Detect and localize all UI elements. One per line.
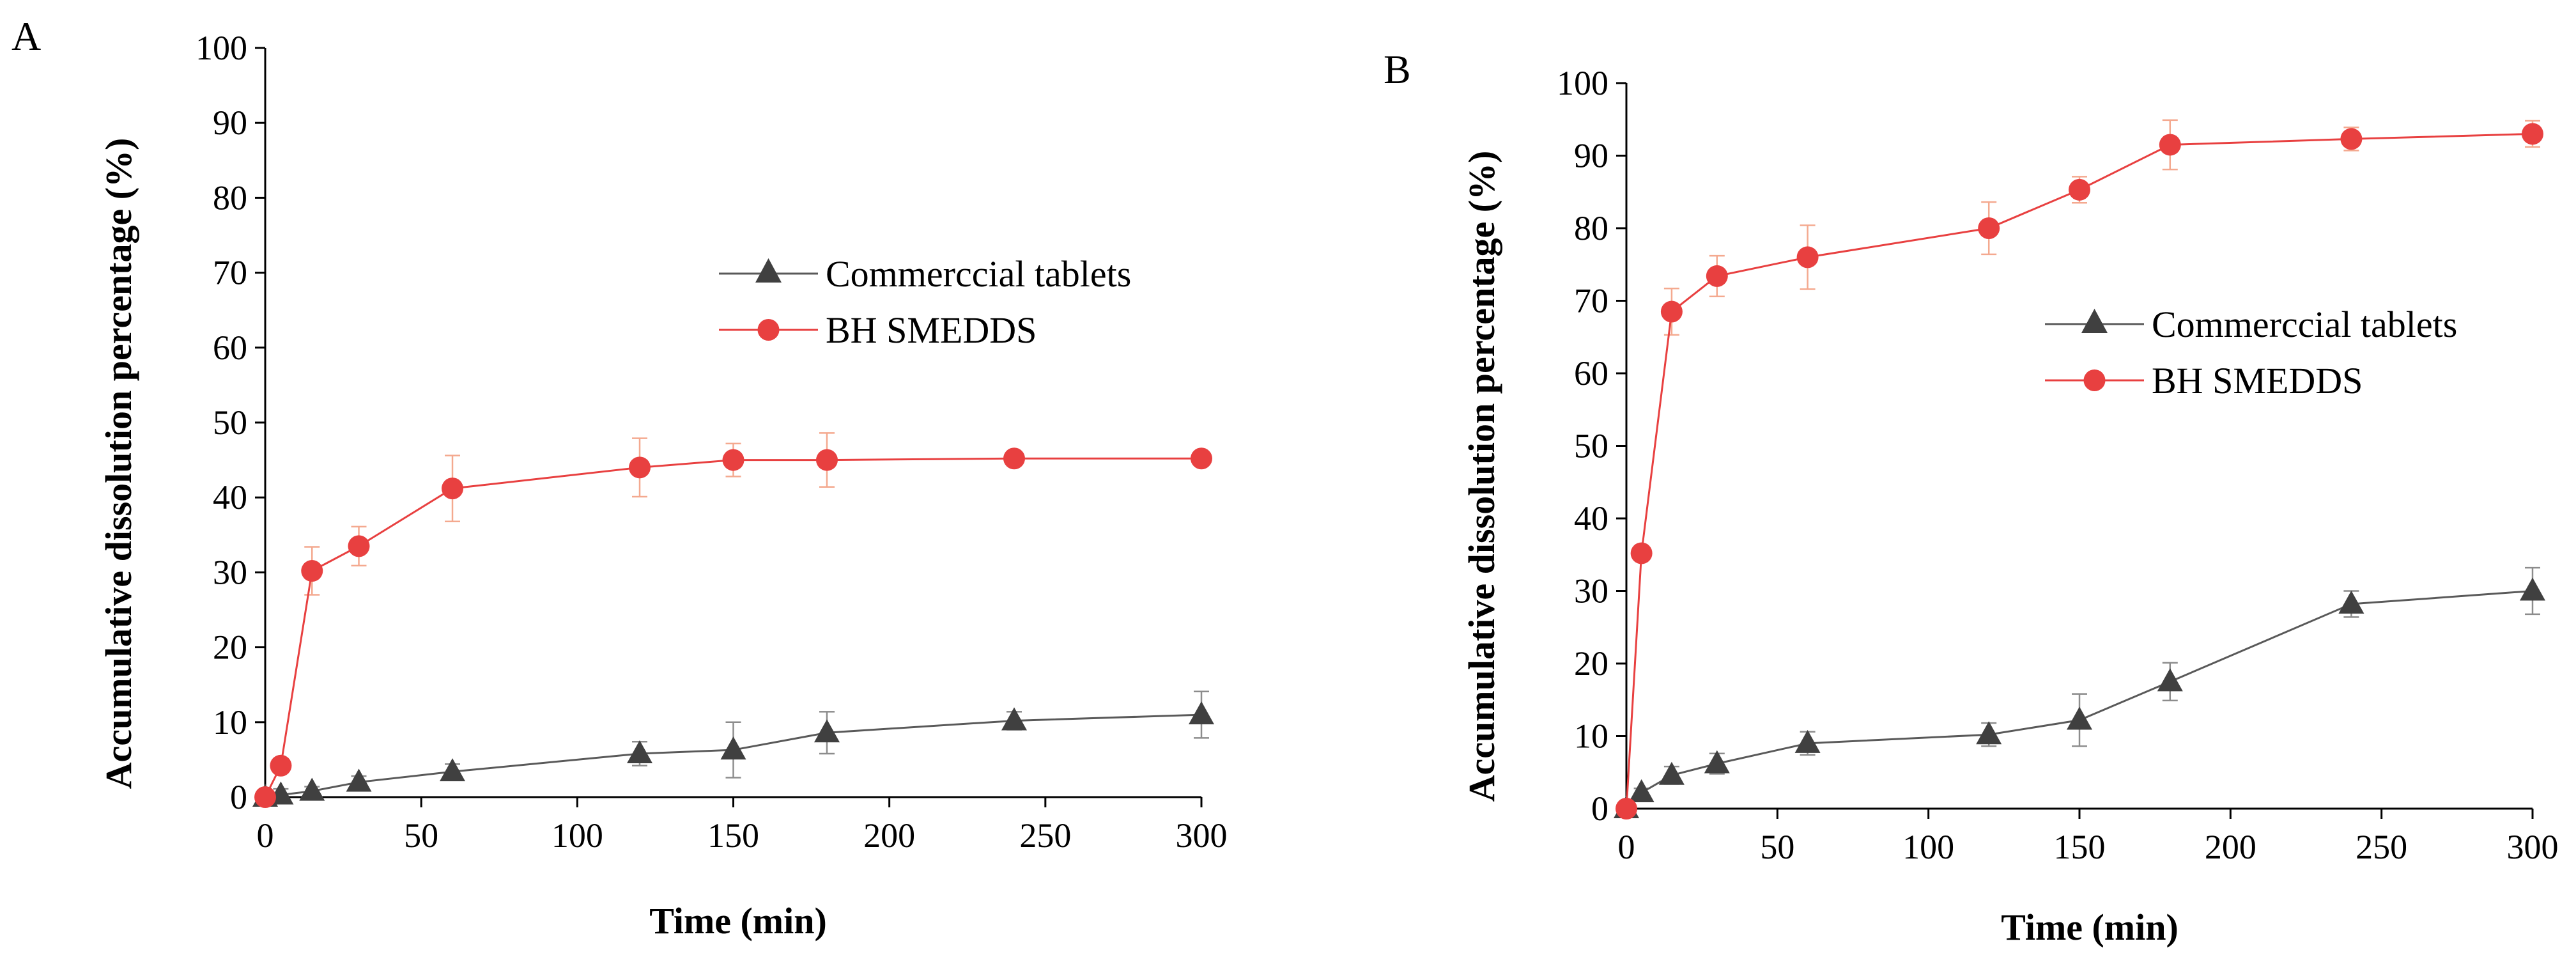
panel-a-legend-label-commercial: Commerccial tablets [826, 253, 1131, 295]
panel-a-x-tick-label: 0 [257, 816, 274, 855]
panel-b-x-tick-label: 50 [1760, 828, 1794, 866]
panel-a-x-axis-title: Time (min) [649, 900, 827, 942]
panel-b-legend-label-smedds: BH SMEDDS [2152, 360, 2363, 401]
panel-a-x-tick-label: 200 [863, 816, 915, 855]
panel-b-commercial-point [1794, 729, 1821, 753]
panel-a-y-tick-label: 100 [196, 29, 247, 67]
panel-a-y-tick-label: 70 [213, 254, 247, 292]
panel-a-commercial-point [346, 768, 372, 792]
panel-a-commercial-point [440, 758, 465, 782]
panel-b-commercial-point [2338, 590, 2364, 614]
panel-b-smedds-point [1660, 300, 1683, 323]
panel-a-smedds-point [442, 478, 463, 500]
panel-a-y-tick-label: 20 [213, 628, 247, 667]
panel-b-y-tick-label: 50 [1574, 427, 1608, 465]
panel-a-x-tick-label: 50 [404, 816, 438, 855]
panel-a-label: A [12, 13, 41, 59]
panel-a-smedds-point [1003, 447, 1025, 470]
panel-b-x-tick-label: 250 [2356, 828, 2407, 866]
panel-a-y-tick-label: 60 [213, 329, 247, 367]
panel-b-y-tick-label: 10 [1574, 717, 1608, 756]
panel-b-y-tick-label: 40 [1574, 499, 1608, 538]
panel-b-y-tick-label: 100 [1557, 64, 1608, 102]
panel-a-legend-label-smedds: BH SMEDDS [826, 309, 1037, 351]
panel-b-x-tick-label: 300 [2507, 828, 2559, 866]
panel-b-smedds-point [2159, 134, 2181, 156]
panel-a-commercial-point [720, 736, 746, 760]
panel-b-y-tick-label: 70 [1574, 282, 1608, 320]
panel-a-smedds-point [270, 754, 292, 777]
panel-a-smedds-point [629, 456, 651, 479]
panel-b-x-tick-label: 0 [1618, 828, 1635, 866]
panel-b-commercial-point [1658, 761, 1685, 785]
panel-b-commercial-point [1628, 779, 1654, 803]
panel-b-x-axis-title: Time (min) [2001, 906, 2179, 948]
panel-a-commercial-point [627, 740, 652, 764]
panel-a-y-axis-title: Accumulative dissolution percentage (%) [98, 138, 139, 789]
panel-a-y-tick-label: 10 [213, 703, 247, 742]
panel-b-y-axis-title: Accumulative dissolution percentage (%) [1461, 151, 1502, 802]
panel-a-commercial-point [1001, 707, 1027, 731]
panel-a-x-tick-label: 100 [551, 816, 603, 855]
panel-b-legend-label-commercial: Commerccial tablets [2152, 304, 2457, 345]
panel-b-smedds-point [1978, 217, 2000, 239]
panel-b-smedds-point [2069, 178, 2090, 201]
panel-b-smedds-point [1796, 246, 1819, 268]
panel-a-legend: Commerccial tablets BH SMEDDS [719, 253, 1131, 351]
panel-b-y-tick-label: 30 [1574, 572, 1608, 610]
panel-a-x-tick-label: 300 [1176, 816, 1228, 855]
panel-a-y-tick-label: 80 [213, 178, 247, 217]
panel-a-y-tick-label: 50 [213, 403, 247, 442]
panel-b-x-tick-label: 100 [1902, 828, 1954, 866]
panel-a-y-tick-label: 90 [213, 104, 247, 142]
panel-b-x-tick-label: 200 [2205, 828, 2256, 866]
panel-b-y-tick-label: 80 [1574, 209, 1608, 247]
panel-a-smedds-point [301, 560, 323, 582]
panel-a-y-tick-label: 30 [213, 553, 247, 591]
panel-b-smedds-point [1706, 265, 1728, 287]
panel-b-label: B [1384, 47, 1411, 92]
panel-a-commercial-point [1189, 701, 1214, 725]
panel-a-smedds-point [816, 449, 838, 471]
panel-b-x-tick-label: 150 [2054, 828, 2106, 866]
panel-b-legend: Commerccial tablets BH SMEDDS [2045, 304, 2457, 401]
panel-a-legend-circle-marker [757, 319, 780, 341]
panel-a-smedds-point [348, 535, 370, 557]
panel-b-commercial-point [1704, 750, 1730, 773]
panel-a-x-tick-label: 250 [1019, 816, 1071, 855]
panel-a-y-tick-label: 0 [230, 778, 247, 816]
panel-a: A Accumulative dissolution percentage (%… [12, 13, 1228, 942]
panel-a-legend-triangle-marker [755, 258, 782, 283]
panel-a-commercial-line [265, 713, 1202, 798]
panel-b-smedds-point [2340, 128, 2363, 150]
panel-b-y-tick-label: 60 [1574, 354, 1608, 392]
panel-b-y-tick-label: 90 [1574, 137, 1608, 175]
panel-b: B Accumulative dissolution percentage (%… [1384, 47, 2559, 948]
panel-a-smedds-point [254, 786, 276, 808]
panel-a-commercial-point [299, 777, 325, 801]
panel-b-commercial-point [2157, 668, 2183, 692]
panel-a-smedds-point [722, 449, 744, 471]
panel-b-smedds-point [2522, 123, 2543, 145]
panel-b-legend-triangle-marker [2081, 309, 2108, 333]
panel-b-smedds-point [1616, 798, 1637, 820]
panel-a-commercial-point [814, 719, 840, 743]
panel-b-y-tick-label: 20 [1574, 644, 1608, 683]
panel-a-x-tick-label: 150 [707, 816, 759, 855]
panel-b-y-tick-label: 0 [1591, 789, 1608, 828]
panel-b-commercial-point [1976, 721, 2002, 745]
panel-a-smedds-line [264, 457, 1201, 798]
panel-a-y-tick-label: 40 [213, 478, 247, 517]
panel-b-commercial-point [2067, 706, 2092, 730]
panel-b-smedds-point [1630, 542, 1653, 564]
panel-b-smedds-line [1625, 132, 2533, 809]
panel-b-commercial-line [1625, 590, 2533, 810]
panel-a-smedds-point [1191, 447, 1212, 470]
panel-b-commercial-point [2520, 577, 2545, 601]
panel-b-legend-circle-marker [2083, 369, 2106, 391]
